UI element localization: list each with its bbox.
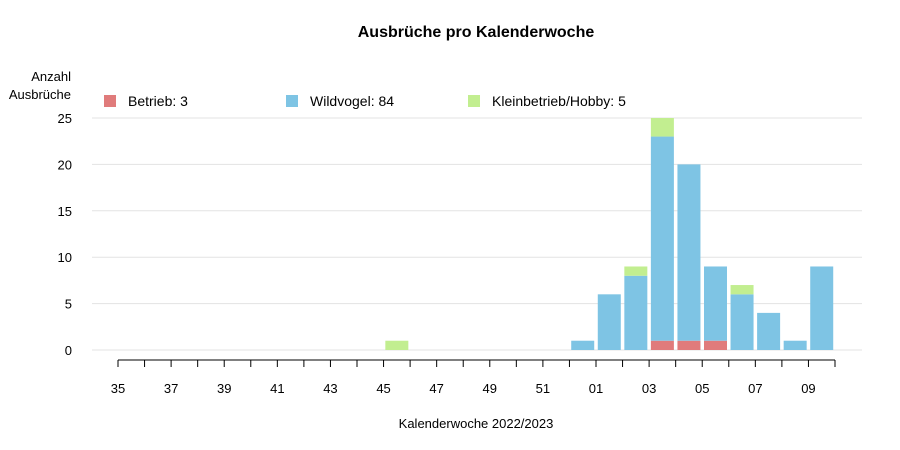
y-tick-label: 25 [58, 111, 72, 126]
bar-segment [704, 340, 727, 350]
bar-segment [650, 340, 674, 350]
x-tick-label: 07 [748, 381, 762, 396]
x-tick-label: 01 [589, 381, 603, 396]
bars [385, 118, 834, 350]
x-tick-label: 47 [429, 381, 443, 396]
x-tick-label: 03 [642, 381, 656, 396]
x-tick-label: 49 [483, 381, 497, 396]
bar-segment [677, 340, 701, 350]
legend-swatch [286, 95, 298, 107]
x-tick-label: 09 [801, 381, 815, 396]
bar-segment [571, 340, 595, 350]
bar-segment [624, 266, 648, 276]
y-tick-label: 5 [65, 297, 72, 312]
x-axis: 35 37 39 41 43 45 47 49 51 01 03 05 07 09 [111, 359, 836, 396]
bar-segment [730, 294, 754, 350]
x-tick-label: 05 [695, 381, 709, 396]
y-tick-label: 0 [65, 343, 72, 358]
bar-segment [757, 312, 781, 350]
legend-label: Betrieb: 3 [128, 93, 188, 109]
bar-segment [704, 266, 727, 341]
bar-segment [597, 294, 621, 350]
y-axis-label-line-1: Anzahl [31, 69, 71, 84]
y-axis-label-line-2: Ausbrüche [9, 87, 71, 102]
bar-segment [677, 164, 701, 341]
y-tick-label: 20 [58, 157, 72, 172]
x-tick-label: 39 [217, 381, 231, 396]
legend-label: Wildvogel: 84 [310, 93, 394, 109]
bar-segment [730, 285, 754, 295]
x-tick-label: 45 [376, 381, 390, 396]
x-tick-label: 51 [536, 381, 550, 396]
bar-segment [385, 340, 409, 350]
x-tick-label: 37 [164, 381, 178, 396]
bar-segment [624, 275, 648, 350]
y-tick-label: 15 [58, 204, 72, 219]
bar-segment [650, 118, 674, 137]
x-tick-label: 43 [323, 381, 337, 396]
x-axis-label: Kalenderwoche 2022/2023 [399, 416, 554, 431]
y-tick-label: 10 [58, 250, 72, 265]
bar-segment [810, 266, 834, 350]
x-tick-label: 35 [111, 381, 125, 396]
legend-swatch [104, 95, 116, 107]
chart-title: Ausbrüche pro Kalenderwoche [358, 24, 595, 41]
legend-swatch [468, 95, 480, 107]
legend: Betrieb: 3 Wildvogel: 84 Kleinbetrieb/Hobb… [104, 93, 626, 109]
x-tick-label: 41 [270, 381, 284, 396]
legend-label: Kleinbetrieb/Hobby: 5 [492, 93, 626, 109]
bar-segment [650, 136, 674, 341]
bar-segment [783, 340, 807, 350]
y-axis-ticks: 0 5 10 15 20 25 [58, 111, 72, 358]
